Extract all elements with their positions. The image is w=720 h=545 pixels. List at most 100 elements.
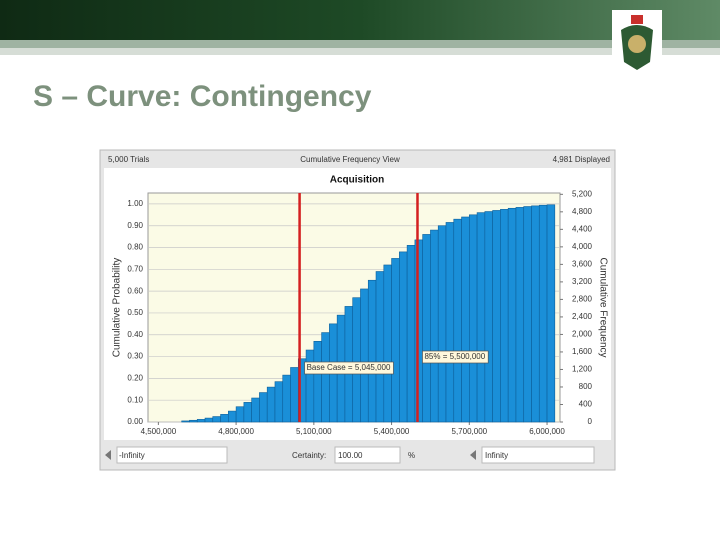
- bar: [500, 209, 509, 423]
- bar: [360, 288, 369, 423]
- bar: [523, 206, 532, 423]
- marker-label: Base Case = 5,045,000: [307, 363, 391, 372]
- bar: [507, 207, 517, 423]
- bar: [399, 251, 408, 423]
- y2-tick-label: 2,800: [572, 295, 593, 304]
- y2-tick-label: 400: [579, 400, 593, 409]
- bar: [243, 402, 252, 423]
- displayed: 4,981 Displayed: [553, 155, 610, 164]
- bar: [266, 386, 276, 423]
- bar: [476, 212, 486, 423]
- y2-tick-label: 1,200: [572, 365, 593, 374]
- bar: [383, 264, 392, 423]
- certainty-label: Certainty:: [292, 451, 326, 460]
- y-tick-label: 0.80: [127, 243, 143, 252]
- y2-tick-label: 800: [579, 382, 593, 391]
- x-tick-label: 4,800,000: [218, 427, 254, 436]
- emblem: [612, 10, 662, 74]
- bar: [274, 381, 284, 423]
- bar: [282, 374, 291, 423]
- input-right[interactable]: [481, 446, 595, 464]
- marker-label-box: [304, 361, 394, 375]
- bar: [461, 216, 470, 423]
- bar: [367, 279, 377, 423]
- bar: [313, 341, 322, 423]
- marker-label: 85% = 5,500,000: [424, 352, 485, 361]
- chart-title: Acquisition: [330, 175, 384, 186]
- arrow-left[interactable]: [105, 450, 111, 460]
- y2-tick-label: 2,000: [572, 330, 593, 339]
- y2-tick-label: 1,600: [572, 347, 593, 356]
- x-tick-label: 5,400,000: [374, 427, 410, 436]
- y-tick-label: 0.20: [127, 373, 143, 382]
- bar: [189, 419, 198, 423]
- y2-tick-label: 2,400: [572, 312, 593, 321]
- bar: [445, 222, 455, 423]
- trials: 5,000 Trials: [108, 155, 149, 164]
- banner-stripe: [0, 40, 720, 48]
- y-tick-label: 0.30: [127, 352, 143, 361]
- slide-title: S – Curve: Contingency: [33, 80, 372, 113]
- y2-tick-label: 5,200: [572, 189, 593, 198]
- bar: [290, 367, 299, 423]
- certainty-value: 100.00: [338, 451, 363, 460]
- bar: [430, 229, 439, 423]
- x-tick-label: 4,500,000: [141, 427, 177, 436]
- y-axis-label: Cumulative Probability: [112, 258, 123, 358]
- arrow-right[interactable]: [470, 450, 476, 460]
- bar: [352, 297, 361, 423]
- percent: %: [408, 451, 415, 460]
- y-tick-label: 0.70: [127, 264, 143, 273]
- bar: [220, 414, 229, 423]
- bar: [251, 397, 260, 423]
- y2-tick-label: 3,200: [572, 277, 593, 286]
- y-tick-label: 0.50: [127, 308, 143, 317]
- y2-axis-label: Cumulative Frequency: [597, 257, 608, 357]
- bar: [484, 211, 493, 423]
- y2-tick-label: 0: [588, 417, 593, 426]
- y2-tick-label: 4,400: [572, 224, 593, 233]
- certainty-input[interactable]: [334, 446, 401, 464]
- y-tick-label: 0.00: [127, 417, 143, 426]
- bar: [181, 420, 190, 423]
- bar: [196, 419, 206, 423]
- y-tick-label: 0.60: [127, 286, 143, 295]
- y2-tick-label: 4,800: [572, 207, 593, 216]
- bar: [375, 271, 385, 423]
- view-name: Cumulative Frequency View: [300, 155, 400, 164]
- bar: [453, 218, 462, 423]
- x-tick-label: 6,000,000: [529, 427, 565, 436]
- bar: [492, 210, 501, 423]
- bar: [305, 349, 315, 423]
- bar: [235, 406, 245, 423]
- bar: [538, 204, 548, 423]
- bar: [259, 392, 268, 423]
- bar: [228, 410, 237, 423]
- y2-tick-label: 3,600: [572, 259, 593, 268]
- bar: [422, 234, 431, 423]
- input-left-text: -Infinity: [119, 451, 145, 460]
- y-tick-label: 0.10: [127, 395, 143, 404]
- input-left[interactable]: [116, 446, 228, 464]
- input-right-text: Infinity: [485, 451, 508, 460]
- x-tick-label: 5,100,000: [296, 427, 332, 436]
- y2-tick-label: 4,000: [572, 242, 593, 251]
- bar: [546, 204, 556, 423]
- banner: [0, 0, 720, 40]
- banner-stripe: [0, 48, 720, 55]
- bar: [406, 245, 416, 423]
- y-tick-label: 0.40: [127, 330, 143, 339]
- bar: [437, 225, 447, 423]
- marker-label-box: [422, 350, 489, 364]
- bar: [515, 207, 525, 423]
- x-tick-label: 5,700,000: [452, 427, 488, 436]
- y-tick-label: 1.00: [127, 199, 143, 208]
- bar: [391, 258, 400, 423]
- bar: [469, 214, 478, 423]
- bar: [321, 332, 330, 423]
- bar: [204, 417, 214, 423]
- bar: [212, 416, 221, 423]
- y-tick-label: 0.90: [127, 221, 143, 230]
- bar: [531, 205, 540, 423]
